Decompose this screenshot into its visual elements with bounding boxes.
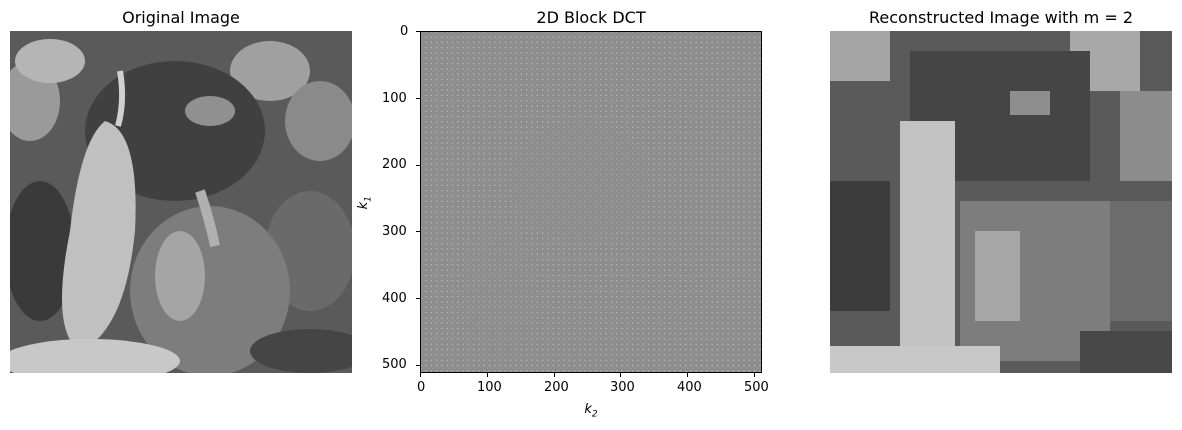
dct-y-axis-label: k1 bbox=[355, 196, 374, 210]
reconstructed-image bbox=[830, 31, 1172, 373]
dct-title: 2D Block DCT bbox=[536, 8, 646, 27]
y-tick-label: 0 bbox=[400, 24, 409, 39]
y-tick-label: 500 bbox=[382, 357, 407, 372]
dct-image bbox=[420, 31, 762, 373]
y-tick-label: 100 bbox=[382, 91, 407, 106]
original-image bbox=[10, 31, 352, 373]
x-tick-label: 200 bbox=[544, 380, 569, 395]
x-tick-label: 300 bbox=[610, 380, 635, 395]
y-tick-label: 400 bbox=[382, 291, 407, 306]
reconstructed-image-title: Reconstructed Image with m = 2 bbox=[868, 8, 1134, 27]
x-tick-label: 100 bbox=[477, 380, 502, 395]
y-tick-label: 200 bbox=[382, 157, 407, 172]
x-tick-label: 0 bbox=[417, 380, 426, 395]
x-tick-label: 500 bbox=[744, 380, 769, 395]
y-tick-label: 300 bbox=[382, 224, 407, 239]
original-image-title: Original Image bbox=[122, 8, 240, 27]
dct-x-axis-label: k2 bbox=[584, 402, 598, 420]
x-tick-label: 400 bbox=[677, 380, 702, 395]
